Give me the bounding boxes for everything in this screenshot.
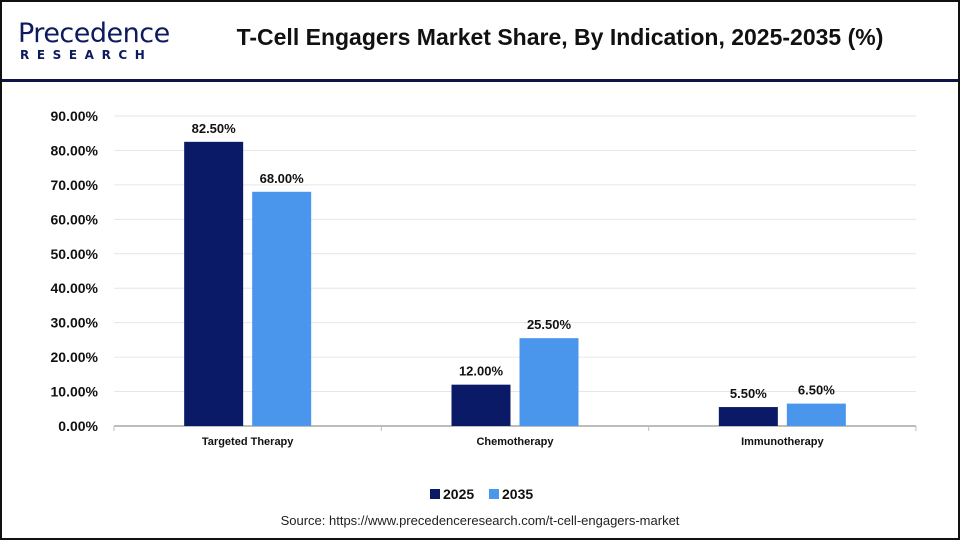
x-tick-label: Chemotherapy: [476, 436, 554, 448]
legend-label: 2025: [443, 486, 474, 502]
legend-label: 2035: [502, 486, 533, 502]
bar-2025: [718, 407, 778, 426]
source-text: Source: https://www.precedenceresearch.c…: [280, 513, 680, 528]
y-tick-label: 60.00%: [51, 211, 99, 227]
bar-2035: [252, 191, 312, 426]
y-tick-label: 10.00%: [51, 384, 99, 400]
bar-2035: [786, 403, 846, 426]
data-label: 68.00%: [260, 171, 305, 186]
y-tick-label: 0.00%: [58, 418, 98, 434]
data-label: 25.50%: [527, 317, 572, 332]
chart-title: T-Cell Engagers Market Share, By Indicat…: [236, 24, 884, 50]
y-tick-label: 50.00%: [51, 246, 99, 262]
data-label: 5.50%: [730, 386, 767, 401]
legend-swatch-2025: [430, 489, 440, 499]
logo-subtext: RESEARCH: [20, 48, 153, 62]
legend-swatch-2035: [489, 489, 499, 499]
data-label: 12.00%: [459, 364, 504, 379]
y-tick-label: 70.00%: [51, 177, 99, 193]
x-tick-label: Immunotherapy: [741, 436, 824, 448]
logo-text: Precedence: [18, 18, 170, 49]
data-label: 82.50%: [192, 121, 237, 136]
logo: Precedence RESEARCH: [18, 20, 170, 64]
bar-2025: [451, 384, 511, 426]
header-divider: [2, 79, 958, 82]
y-tick-label: 80.00%: [51, 142, 99, 158]
bar-2035: [519, 338, 579, 426]
data-label: 6.50%: [798, 383, 835, 398]
x-tick-label: Targeted Therapy: [202, 436, 294, 448]
y-tick-label: 30.00%: [51, 315, 99, 331]
bar-2025: [184, 141, 244, 427]
y-tick-label: 20.00%: [51, 349, 99, 365]
y-tick-label: 40.00%: [51, 280, 99, 296]
y-tick-label: 90.00%: [51, 108, 99, 124]
